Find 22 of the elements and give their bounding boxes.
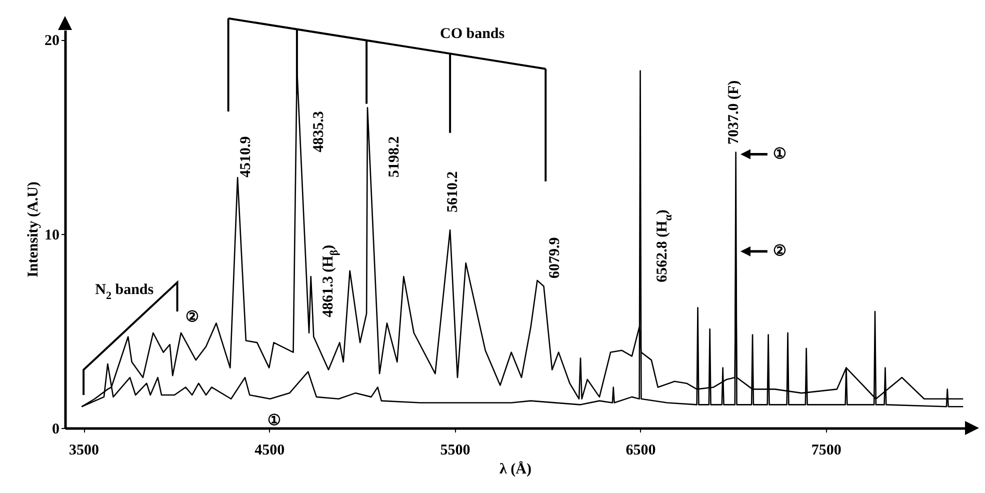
annotation: 6079.9 xyxy=(546,237,563,279)
x-tick-label: 6500 xyxy=(626,442,656,458)
annotation: ② xyxy=(186,309,199,326)
annotation: N$_{2}$ bands xyxy=(95,282,154,302)
y-tick-label: 0 xyxy=(52,422,60,438)
annotation: 5610.2 xyxy=(444,171,461,212)
annotation: 4835.3 xyxy=(311,111,328,152)
annotation: 7037.0 (F) xyxy=(726,80,742,145)
x-tick-label: 5500 xyxy=(440,442,470,458)
annotation: ① xyxy=(267,413,280,430)
annotation: ① xyxy=(772,146,786,162)
annotation: ② xyxy=(772,243,786,260)
y-axis-title: Intensity (A.U) xyxy=(26,182,42,278)
annotation: 4510.9 xyxy=(238,136,254,178)
x-axis-title: λ (Å) xyxy=(500,460,532,478)
x-tick-label: 7500 xyxy=(811,442,842,458)
y-tick-label: 10 xyxy=(44,227,60,244)
annotation: CO bands xyxy=(440,26,505,42)
annotation: 5198.2 xyxy=(386,136,402,178)
y-tick-label: 20 xyxy=(44,33,60,50)
x-tick-label: 4500 xyxy=(254,442,285,458)
x-tick-label: 3500 xyxy=(69,442,100,458)
